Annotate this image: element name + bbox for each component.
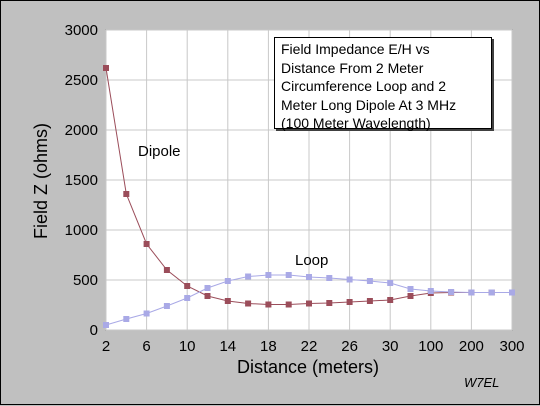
- y-axis-title: Field Z (ohms): [31, 123, 51, 239]
- dipole-data-point: [184, 283, 191, 289]
- loop-series-label: Loop: [295, 252, 328, 269]
- chart-title-line: (100 Meter Wavelength): [281, 115, 431, 131]
- x-tick-label: 2: [102, 338, 110, 355]
- dipole-data-point: [204, 293, 211, 299]
- dipole-data-point: [265, 301, 272, 308]
- loop-data-point: [427, 288, 434, 294]
- loop-data-point: [366, 278, 373, 284]
- x-axis-tick-labels: 2 6 10 14 18 22 26 30 100 200 300: [102, 338, 525, 355]
- loop-data-point: [204, 285, 211, 291]
- dipole-data-point: [326, 300, 333, 306]
- chart-title-line: Distance From 2 Meter: [281, 59, 424, 76]
- loop-data-point: [387, 280, 394, 286]
- dipole-series-label: Dipole: [138, 143, 181, 160]
- loop-data-point: [163, 303, 170, 309]
- dipole-data-point: [143, 241, 150, 247]
- loop-data-point: [306, 274, 312, 280]
- dipole-data-point: [163, 267, 170, 273]
- dipole-data-point: [407, 293, 414, 299]
- x-tick-label: 30: [382, 338, 399, 355]
- loop-data-point: [285, 272, 292, 278]
- dipole-data-point: [366, 298, 373, 304]
- x-tick-label: 26: [341, 338, 358, 355]
- dipole-data-point: [306, 300, 312, 307]
- loop-data-point: [224, 278, 231, 284]
- x-tick-label: 14: [219, 338, 236, 355]
- dipole-data-point: [245, 300, 252, 307]
- chart-title-line: Meter Long Dipole At 3 MHz: [281, 96, 457, 113]
- dipole-data-point: [285, 301, 292, 308]
- x-tick-label: 10: [179, 338, 196, 355]
- loop-data-point: [509, 289, 515, 296]
- y-axis-tick-labels: 0 500 1000 1500 2000 2500 3000: [65, 22, 98, 339]
- x-tick-label: 300: [499, 338, 524, 355]
- dipole-data-point: [224, 298, 231, 304]
- x-tick-label: 22: [301, 338, 318, 355]
- x-tick-label: 18: [260, 338, 277, 355]
- x-axis-title: Distance (meters): [237, 357, 379, 377]
- loop-data-point: [448, 289, 455, 295]
- loop-data-point: [265, 272, 272, 278]
- y-tick-label: 1000: [65, 222, 98, 239]
- y-tick-label: 3000: [65, 22, 98, 39]
- y-tick-label: 500: [73, 272, 98, 289]
- dipole-data-point: [346, 299, 353, 305]
- y-tick-label: 0: [90, 322, 98, 339]
- x-tick-label: 100: [418, 338, 443, 355]
- loop-data-point: [123, 316, 130, 322]
- chart-title-line: Field Impedance E/H vs: [281, 41, 430, 57]
- loop-data-point: [407, 286, 414, 292]
- data-series: [103, 65, 515, 328]
- chart-title-line: Circumference Loop and 2: [281, 78, 446, 94]
- loop-data-point: [184, 295, 191, 301]
- loop-data-point: [468, 289, 475, 296]
- loop-data-point: [346, 276, 353, 283]
- author-credit: W7EL: [464, 375, 499, 390]
- loop-data-point: [103, 322, 109, 328]
- loop-data-point: [488, 289, 495, 296]
- dipole-data-point: [123, 191, 130, 197]
- x-tick-label: 200: [459, 338, 484, 355]
- y-tick-label: 2500: [65, 72, 98, 89]
- chart-title-box: Field Impedance E/H vs Distance From 2 M…: [274, 37, 492, 131]
- x-tick-label: 6: [142, 338, 150, 355]
- loop-data-point: [326, 275, 333, 281]
- loop-data-point: [143, 310, 150, 317]
- y-tick-label: 1500: [65, 172, 98, 189]
- y-tick-label: 2000: [65, 122, 98, 139]
- dipole-data-point: [387, 297, 394, 303]
- dipole-data-point: [103, 65, 109, 71]
- loop-data-point: [245, 273, 252, 280]
